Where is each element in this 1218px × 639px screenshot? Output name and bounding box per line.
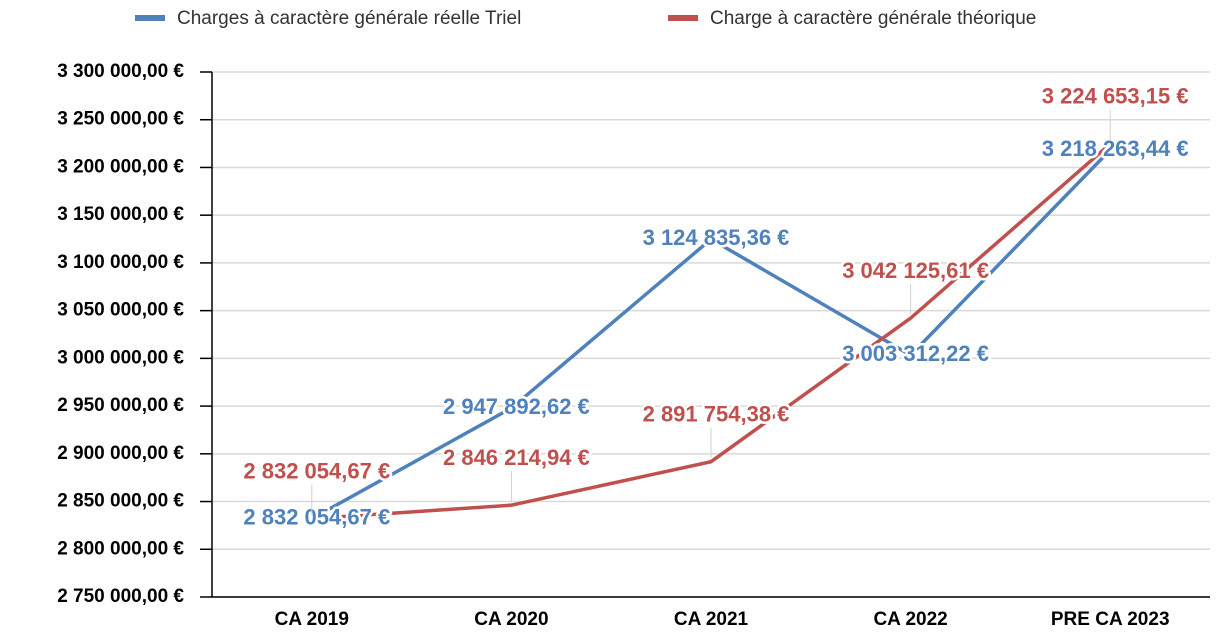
y-tick-label: 2 800 000,00 € [57,538,184,559]
y-tick-label: 2 900 000,00 € [57,443,184,464]
legend-label: Charges à caractère générale réelle Trie… [177,8,521,29]
data-label: 2 947 892,62 € [443,394,590,419]
y-tick-label: 3 050 000,00 € [57,300,184,321]
y-tick-label: 3 100 000,00 € [57,252,184,273]
x-tick-label: PRE CA 2023 [1051,609,1170,630]
data-label: 2 832 054,67 € [243,504,390,529]
data-label: 2 846 214,94 € [443,445,590,470]
x-tick-label: CA 2019 [275,609,349,630]
y-tick-label: 3 250 000,00 € [57,109,184,130]
x-tick-label: CA 2022 [873,609,947,630]
y-tick-label: 3 300 000,00 € [57,61,184,82]
series-line [310,148,1112,521]
data-label: 3 003 312,22 € [842,341,989,366]
y-tick-label: 3 200 000,00 € [57,156,184,177]
data-label: 3 218 263,44 € [1042,136,1189,161]
y-tick-label: 3 000 000,00 € [57,347,184,368]
series-line [311,142,1112,521]
legend-swatch [135,15,165,21]
data-label: 2 832 054,67 € [243,458,390,483]
y-tick-label: 2 950 000,00 € [57,395,184,416]
y-tick-label: 2 750 000,00 € [57,586,184,607]
data-label: 2 891 754,38 € [643,402,790,427]
legend-swatch [668,15,698,21]
legend-label: Charge à caractère générale théorique [710,8,1036,29]
x-tick-label: CA 2020 [474,609,548,630]
x-tick-label: CA 2021 [674,609,749,630]
data-label: 3 042 125,61 € [842,258,989,283]
y-tick-label: 2 850 000,00 € [57,491,184,512]
y-tick-label: 3 150 000,00 € [57,204,184,225]
data-label: 3 224 653,15 € [1042,84,1189,109]
data-label: 3 124 835,36 € [643,225,790,250]
